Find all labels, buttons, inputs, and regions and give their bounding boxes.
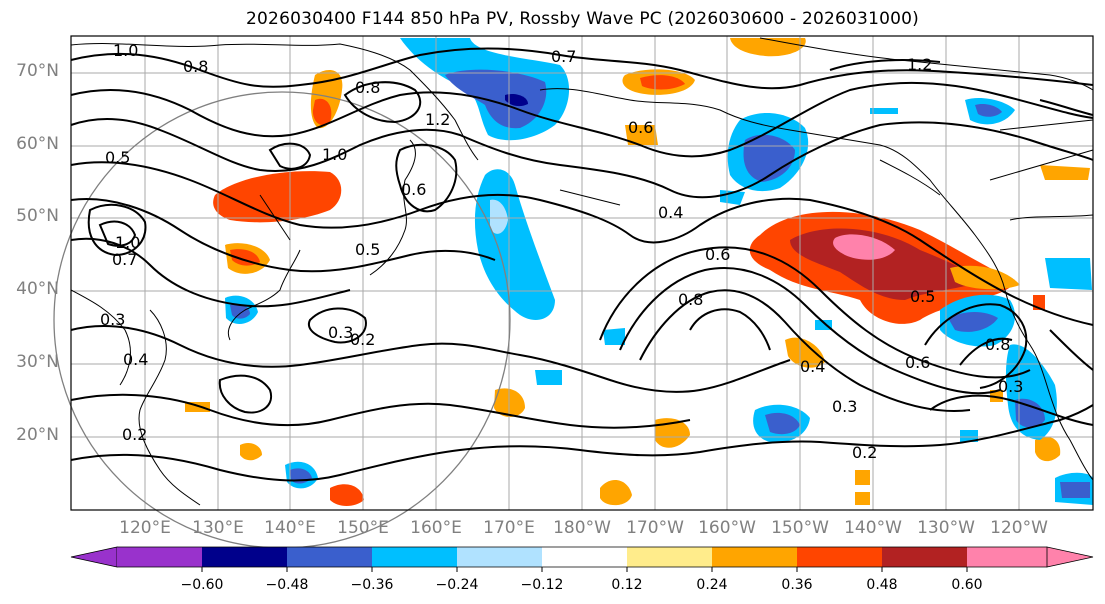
contour-label: 0.8 bbox=[355, 78, 380, 97]
contour-label: 1.0 bbox=[115, 233, 140, 252]
lon-label: 120°E bbox=[119, 518, 171, 538]
coastlines bbox=[70, 37, 1094, 506]
colorbar-extend-min bbox=[70, 546, 118, 568]
colorbar-segment bbox=[542, 547, 627, 567]
colorbar-tick-label: −0.12 bbox=[520, 577, 564, 593]
pv-contours bbox=[70, 47, 1094, 482]
lon-label: 160°W bbox=[698, 518, 756, 538]
pc-shading bbox=[185, 38, 1093, 506]
map-title: 2026030400 F144 850 hPa PV, Rossby Wave … bbox=[246, 9, 919, 29]
lon-label: 170°W bbox=[626, 518, 684, 538]
lon-label: 140°E bbox=[264, 518, 316, 538]
colorbar-tick-label: 0.24 bbox=[696, 577, 728, 593]
contour-label: 0.2 bbox=[852, 443, 877, 462]
lon-label: 180°W bbox=[553, 518, 611, 538]
colorbar-segment bbox=[627, 547, 712, 567]
lat-label: 40°N bbox=[16, 279, 59, 299]
contour-label: 0.2 bbox=[350, 330, 375, 349]
contour-label: 0.6 bbox=[628, 118, 653, 137]
lat-label: 70°N bbox=[16, 61, 59, 81]
contour-label: 0.4 bbox=[123, 350, 148, 369]
lon-label: 120°W bbox=[990, 518, 1048, 538]
contour-label: 1.0 bbox=[322, 145, 347, 164]
colorbar-segment bbox=[882, 547, 967, 567]
contour-label: 0.3 bbox=[832, 397, 857, 416]
contour-label: 0.8 bbox=[985, 335, 1010, 354]
colorbar-tick-label: 0.12 bbox=[611, 577, 643, 593]
contour-label: 0.2 bbox=[122, 425, 147, 444]
lon-label: 130°E bbox=[192, 518, 244, 538]
lon-label: 150°W bbox=[771, 518, 829, 538]
contour-label: 0.8 bbox=[678, 290, 703, 309]
contour-label: 0.3 bbox=[100, 310, 125, 329]
contour-label: 0.6 bbox=[705, 245, 730, 264]
contour-label: 0.3 bbox=[328, 323, 353, 342]
colorbar-segment bbox=[287, 547, 372, 567]
lon-label: 150°E bbox=[337, 518, 389, 538]
contour-label: 0.7 bbox=[551, 47, 576, 66]
positive-anomaly-west-pacific bbox=[213, 171, 342, 223]
contour-label: 0.4 bbox=[658, 203, 683, 222]
colorbar-tick-label: −0.36 bbox=[350, 577, 394, 593]
lon-label: 160°E bbox=[410, 518, 462, 538]
colorbar-segment bbox=[967, 547, 1047, 567]
colorbar-segment bbox=[117, 547, 202, 567]
colorbar-tick-label: −0.24 bbox=[435, 577, 479, 593]
graticule bbox=[71, 36, 1093, 510]
map-frame bbox=[70, 35, 1094, 511]
contour-label: 0.3 bbox=[998, 377, 1023, 396]
contour-label: 0.5 bbox=[910, 287, 935, 306]
colorbar-segment bbox=[202, 547, 287, 567]
lat-label: 60°N bbox=[16, 134, 59, 154]
contour-label: 0.8 bbox=[183, 57, 208, 76]
contour-label: 1.2 bbox=[907, 55, 932, 74]
colorbar bbox=[70, 546, 1094, 572]
contour-label: 0.5 bbox=[105, 148, 130, 167]
colorbar-segment bbox=[712, 547, 797, 567]
contour-label: 1.2 bbox=[425, 110, 450, 129]
lat-label: 50°N bbox=[16, 206, 59, 226]
lon-label: 130°W bbox=[917, 518, 975, 538]
colorbar-segment bbox=[797, 547, 882, 567]
contour-label: 0.7 bbox=[112, 250, 137, 269]
contour-label: 0.4 bbox=[800, 357, 825, 376]
colorbar-tick-label: 0.48 bbox=[866, 577, 898, 593]
colorbar-tick-label: −0.48 bbox=[265, 577, 309, 593]
colorbar-tick-label: −0.60 bbox=[180, 577, 224, 593]
colorbar-tick-label: 0.36 bbox=[781, 577, 813, 593]
colorbar-segment bbox=[457, 547, 542, 567]
lon-label: 170°E bbox=[483, 518, 535, 538]
lat-label: 20°N bbox=[16, 425, 59, 445]
contour-label-group: 1.0 0.8 0.8 0.7 1.2 1.0 0.6 0.5 0.5 0.6 … bbox=[100, 41, 1023, 462]
lon-label: 140°W bbox=[844, 518, 902, 538]
colorbar-tick-label: 0.60 bbox=[951, 577, 983, 593]
colorbar-segment bbox=[372, 547, 457, 567]
contour-label: 1.0 bbox=[113, 41, 138, 60]
lat-label: 30°N bbox=[16, 352, 59, 372]
colorbar-extend-max bbox=[1046, 546, 1094, 568]
contour-label: 0.5 bbox=[355, 240, 380, 259]
contour-label: 0.6 bbox=[905, 353, 930, 372]
contour-label: 0.6 bbox=[401, 180, 426, 199]
